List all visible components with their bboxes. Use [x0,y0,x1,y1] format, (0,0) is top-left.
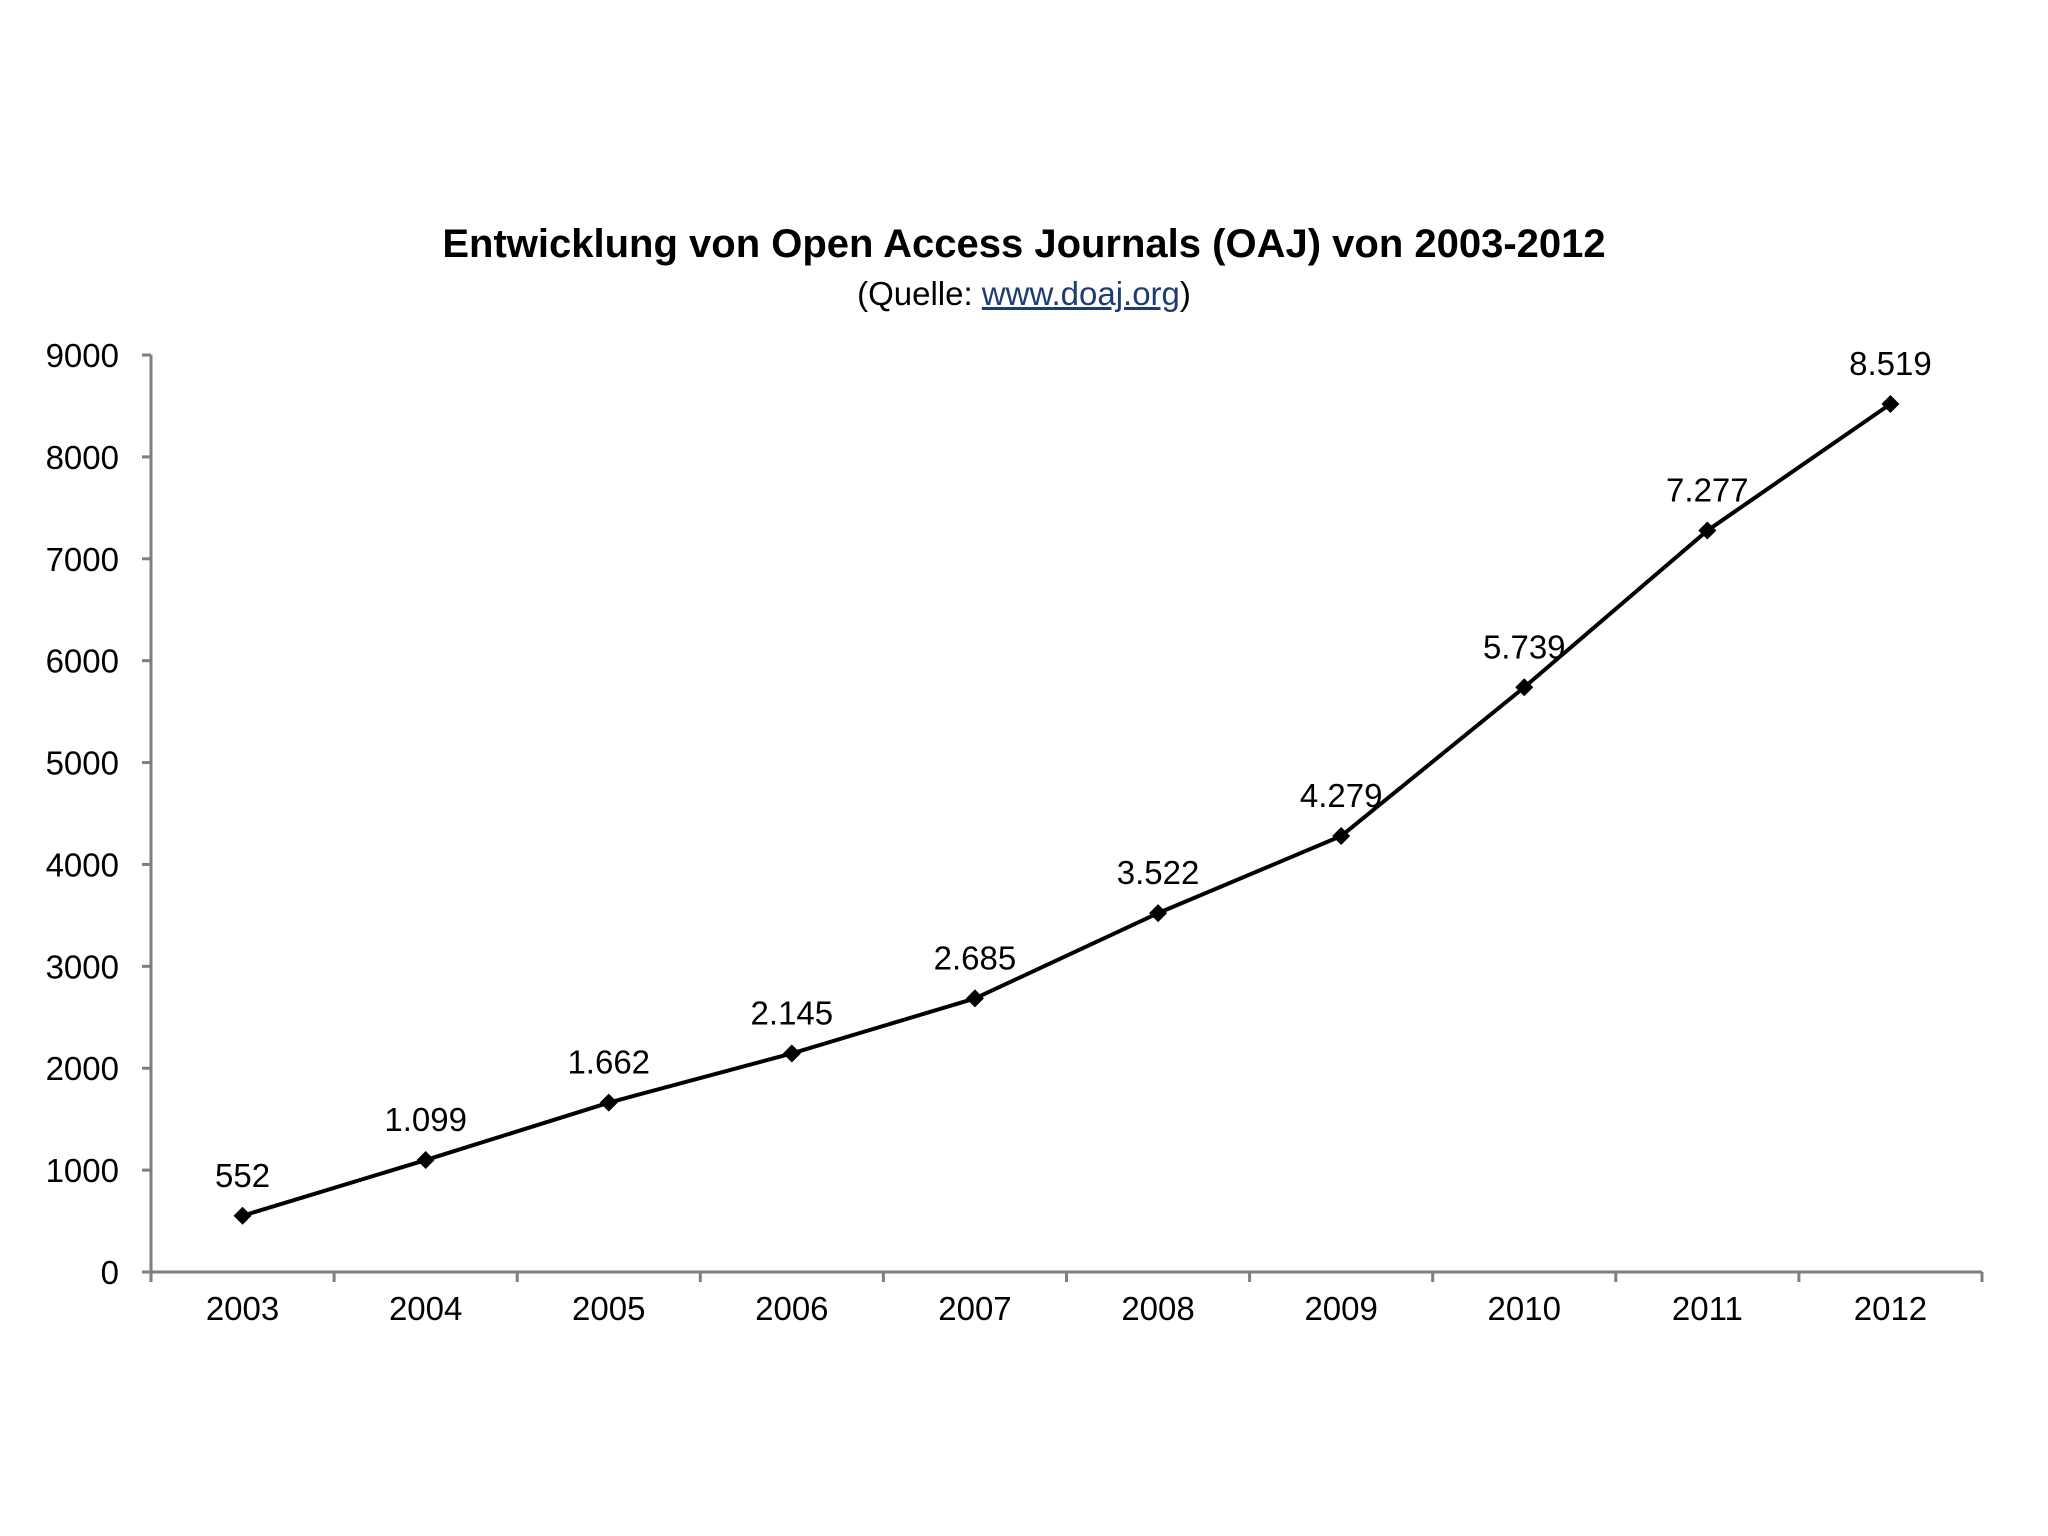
data-point-marker [599,1093,618,1112]
data-label: 5.739 [1483,628,1566,665]
data-point-marker [1149,904,1168,923]
data-label: 7.277 [1666,472,1749,509]
subtitle-suffix: ) [1179,275,1191,312]
y-tick-label: 1000 [46,1152,119,1189]
y-tick-label: 0 [101,1254,119,1291]
data-label: 1.099 [384,1101,467,1138]
x-tick-label: 2011 [1672,1290,1743,1327]
x-tick-label: 2003 [206,1290,279,1327]
data-point-marker [1515,678,1534,697]
data-label: 4.279 [1300,777,1383,814]
data-point-marker [233,1206,252,1225]
data-point-marker [965,989,984,1008]
x-tick-label: 2004 [389,1290,462,1327]
chart-subtitle: (Quelle: www.doaj.org) [0,275,2048,313]
data-point-marker [416,1151,435,1170]
x-tick-label: 2009 [1304,1290,1377,1327]
y-tick-label: 2000 [46,1050,119,1087]
data-point-marker [1881,395,1900,414]
data-point-marker [782,1044,801,1063]
data-label: 3.522 [1117,854,1200,891]
y-tick-label: 8000 [46,439,119,476]
y-tick-label: 9000 [46,337,119,374]
data-point-marker [1698,521,1717,540]
data-label: 552 [215,1157,270,1194]
x-tick-label: 2005 [572,1290,645,1327]
data-label: 1.662 [567,1044,650,1081]
y-tick-label: 5000 [46,745,119,782]
x-tick-label: 2008 [1121,1290,1194,1327]
x-tick-label: 2006 [755,1290,828,1327]
subtitle-prefix: (Quelle: [857,275,982,312]
y-tick-label: 3000 [46,948,119,985]
data-label: 8.519 [1849,345,1932,382]
data-point-marker [1332,827,1351,846]
data-label: 2.145 [751,994,834,1031]
y-tick-label: 7000 [46,541,119,578]
series-line [241,402,1892,1218]
y-tick-label: 6000 [46,643,119,680]
x-tick-label: 2010 [1488,1290,1561,1327]
source-link[interactable]: www.doaj.org [981,275,1180,312]
chart-title: Entwicklung von Open Access Journals (OA… [442,222,1606,266]
x-tick-label: 2007 [938,1290,1011,1327]
data-label: 2.685 [934,939,1017,976]
x-tick-label: 2012 [1854,1290,1927,1327]
y-tick-label: 4000 [46,846,119,883]
